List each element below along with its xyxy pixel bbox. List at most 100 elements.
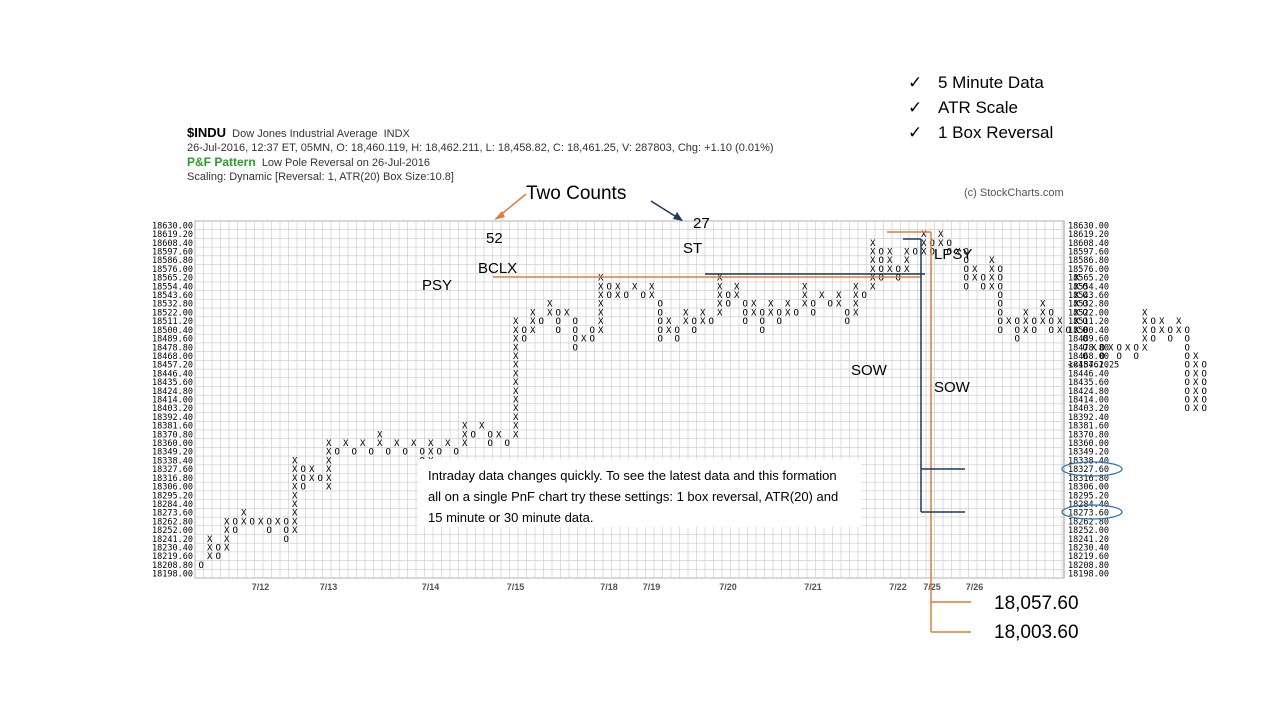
pnf-x-mark: X — [751, 308, 757, 318]
pnf-x-mark: X — [836, 291, 842, 301]
pnf-x-mark: X — [717, 300, 723, 310]
pnf-x-mark: X — [292, 509, 298, 519]
y-tick-label: 18489.60 — [152, 335, 193, 345]
pnf-o-mark: O — [573, 326, 578, 336]
sow-label-2: SOW — [934, 379, 971, 396]
pnf-x-mark: X — [717, 291, 723, 301]
pnf-x-mark: X — [513, 369, 519, 379]
pnf-o-mark: O — [658, 335, 663, 345]
y-tick-label: 18619.20 — [1068, 230, 1109, 240]
scaling-line: Scaling: Dynamic [Reversal: 1, ATR(20) B… — [187, 171, 454, 183]
sow-label-1: SOW — [851, 362, 888, 379]
pnf-x-mark: X — [224, 535, 230, 545]
pnf-o-mark: O — [607, 291, 612, 301]
pnf-x-mark: X — [326, 465, 332, 475]
pnf-x-mark: X — [921, 247, 927, 257]
target-1-label: 18,057.60 — [994, 593, 1079, 614]
pnf-x-mark: X — [598, 317, 604, 327]
pnf-x-mark: X — [1074, 291, 1080, 301]
y-tick-label: 18554.40 — [152, 282, 193, 292]
x-tick-label: 7/18 — [600, 582, 618, 592]
pnf-x-mark: X — [1023, 317, 1029, 327]
pnf-x-mark: X — [428, 439, 434, 449]
pnf-o-mark: O — [1185, 404, 1190, 414]
y-tick-label: 18446.40 — [1068, 369, 1109, 379]
pnf-x-mark: X — [292, 474, 298, 484]
y-tick-label: 18435.60 — [152, 378, 193, 388]
y-tick-label: 18586.80 — [1068, 256, 1109, 266]
pnf-x-mark: X — [1176, 326, 1182, 336]
pnf-o-mark: O — [1083, 343, 1088, 353]
pnf-x-mark: X — [853, 308, 859, 318]
pnf-o-mark: O — [1049, 317, 1054, 327]
pnf-o-mark: O — [199, 561, 204, 571]
y-tick-label: 18630.00 — [1068, 221, 1109, 231]
y-axis-right: 18630.0018619.2018608.4018597.6018586.80… — [1068, 221, 1119, 579]
x-tick-label: 7/19 — [643, 582, 661, 592]
pnf-o-mark: O — [233, 526, 238, 536]
pnf-o-mark: O — [964, 256, 969, 266]
pnf-x-mark: X — [411, 439, 417, 449]
pnf-o-mark: O — [1168, 326, 1173, 336]
pnf-o-mark: O — [692, 326, 697, 336]
pnf-o-mark: O — [488, 439, 493, 449]
pnf-o-mark: O — [1083, 317, 1088, 327]
y-tick-label: 18403.20 — [1068, 404, 1109, 414]
pnf-x-mark: X — [615, 291, 621, 301]
pnf-x-mark: X — [1074, 317, 1080, 327]
pnf-o-mark: O — [1083, 308, 1088, 318]
pnf-x-mark: X — [326, 483, 332, 493]
pnf-x-mark: X — [1057, 326, 1063, 336]
pnf-x-mark: X — [1006, 317, 1012, 327]
pnf-x-mark: X — [530, 326, 536, 336]
pnf-o-mark: O — [998, 326, 1003, 336]
y-tick-label: 18424.80 — [152, 387, 193, 397]
pnf-o-mark: O — [1015, 326, 1020, 336]
y-tick-label: 18230.40 — [152, 544, 193, 554]
check-icon: ✓ — [908, 123, 923, 142]
pnf-x-mark: X — [598, 308, 604, 318]
chart-header: $INDU Dow Jones Industrial Average INDX … — [187, 126, 774, 184]
y-tick-label: 18554.40 — [1068, 282, 1109, 292]
pnf-x-mark: X — [292, 491, 298, 501]
pnf-o-mark: O — [1083, 335, 1088, 345]
y-tick-label: 18576.00 — [152, 265, 193, 275]
orange-arrow-head — [494, 211, 505, 220]
pnf-o-mark: O — [386, 448, 391, 458]
y-tick-label: 18543.60 — [1068, 291, 1109, 301]
bclx-label: BCLX — [478, 260, 517, 277]
y-tick-label: 18392.40 — [1068, 413, 1109, 423]
y-tick-label: 18284.40 — [152, 500, 193, 510]
last-price-label: <<18461.25 — [1068, 361, 1119, 371]
x-axis: 7/12 7/13 7/14 7/15 7/18 7/19 7/20 7/21 7/22 7/25… — [252, 582, 984, 592]
y-tick-label: 18316.80 — [152, 474, 193, 484]
pnf-x-mark: X — [904, 265, 910, 275]
pnf-x-mark: X — [768, 308, 774, 318]
psy-label: PSY — [422, 277, 452, 294]
pnf-o-mark: O — [998, 274, 1003, 284]
pnf-x-mark: X — [1074, 308, 1080, 318]
pnf-x-mark: X — [292, 465, 298, 475]
pnf-o-mark: O — [675, 326, 680, 336]
pnf-o-mark: O — [556, 326, 561, 336]
pnf-o-mark: O — [1100, 343, 1105, 353]
pnf-o-mark: O — [998, 282, 1003, 292]
pnf-o-mark: O — [369, 448, 374, 458]
pnf-o-mark: O — [862, 291, 867, 301]
symbol-name: Dow Jones Industrial Average — [232, 128, 378, 140]
pnf-o-mark: O — [216, 552, 221, 562]
pnf-o-mark: O — [216, 544, 221, 554]
y-tick-label: 18381.60 — [1068, 422, 1109, 432]
pnf-o-mark: O — [879, 265, 884, 275]
pnf-o-mark: O — [352, 448, 357, 458]
pnf-o-mark: O — [607, 282, 612, 292]
y-tick-label: 18241.20 — [1068, 535, 1109, 545]
pnf-o-mark: O — [1117, 352, 1122, 362]
pnf-o-mark: O — [1049, 326, 1054, 336]
y-tick-label: 18198.00 — [152, 570, 193, 580]
y-tick-label: 18532.80 — [1068, 300, 1109, 310]
pnf-x-mark: X — [1125, 343, 1131, 353]
pnf-o-mark: O — [284, 535, 289, 545]
pnf-x-mark: X — [768, 300, 774, 310]
y-tick-label: 18306.00 — [1068, 483, 1109, 493]
